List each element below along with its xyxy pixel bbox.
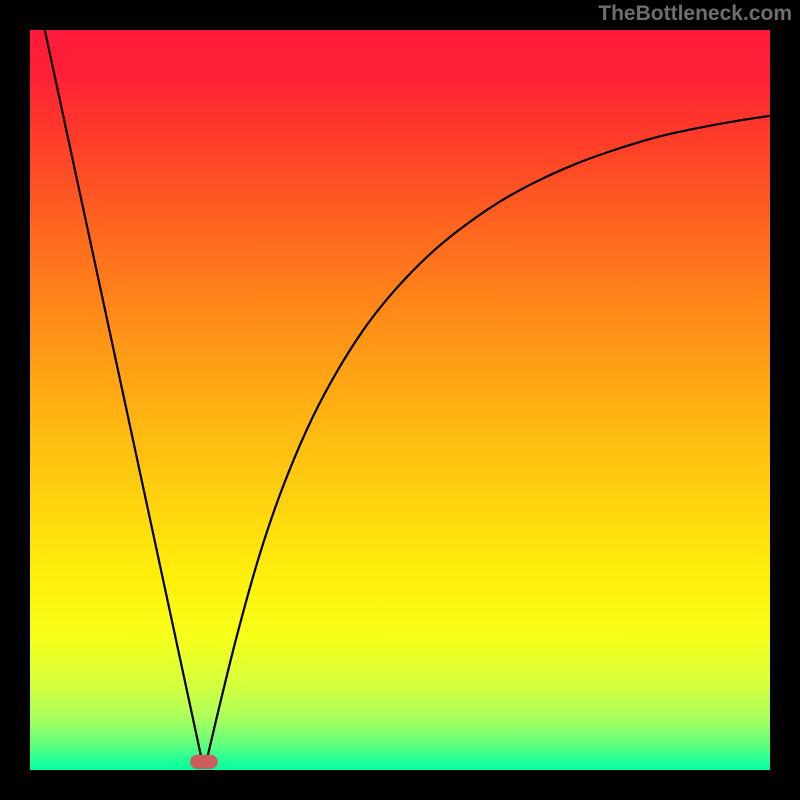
chart-stage: TheBottleneck.com [0, 0, 800, 800]
chart-svg [0, 0, 800, 800]
chart-background [30, 30, 770, 770]
watermark-text: TheBottleneck.com [598, 2, 792, 26]
optimal-point-marker [191, 755, 218, 768]
